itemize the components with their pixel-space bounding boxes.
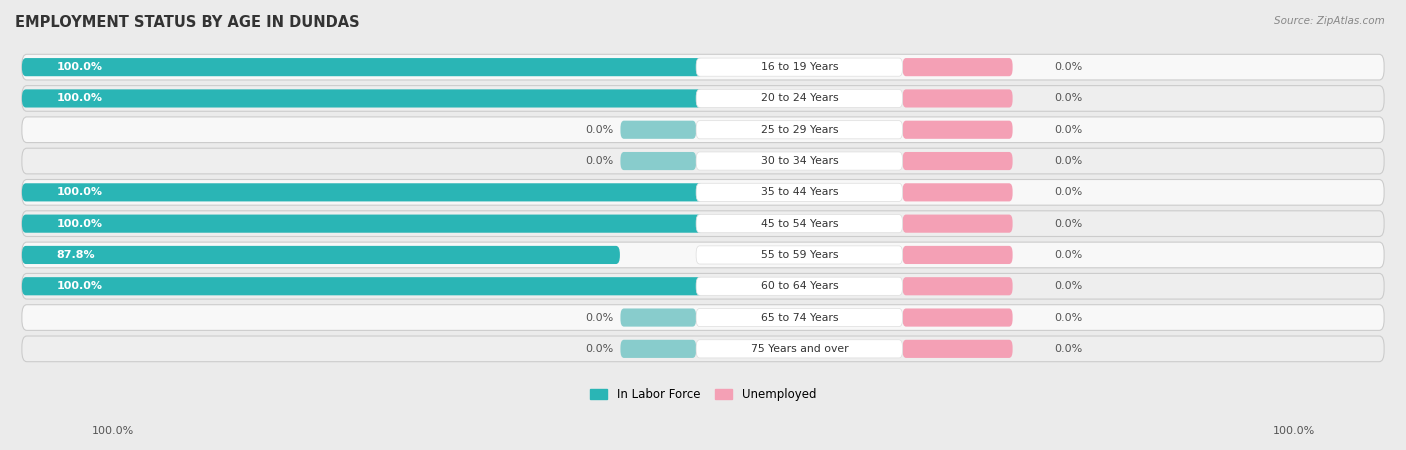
FancyBboxPatch shape [696,308,903,327]
FancyBboxPatch shape [903,183,1012,202]
FancyBboxPatch shape [22,86,1384,111]
FancyBboxPatch shape [903,121,1012,139]
FancyBboxPatch shape [696,183,903,202]
FancyBboxPatch shape [903,308,1012,327]
FancyBboxPatch shape [696,90,903,108]
Text: 100.0%: 100.0% [91,427,134,436]
FancyBboxPatch shape [620,121,696,139]
Text: 60 to 64 Years: 60 to 64 Years [761,281,838,291]
Text: 0.0%: 0.0% [585,344,613,354]
FancyBboxPatch shape [903,340,1012,358]
FancyBboxPatch shape [696,340,903,358]
Text: 25 to 29 Years: 25 to 29 Years [761,125,838,135]
Text: 0.0%: 0.0% [1054,125,1083,135]
Text: 65 to 74 Years: 65 to 74 Years [761,313,838,323]
Text: 100.0%: 100.0% [56,187,103,198]
FancyBboxPatch shape [903,215,1012,233]
FancyBboxPatch shape [696,277,903,295]
Text: 75 Years and over: 75 Years and over [751,344,848,354]
FancyBboxPatch shape [696,58,903,76]
Text: 45 to 54 Years: 45 to 54 Years [761,219,838,229]
Text: 0.0%: 0.0% [585,156,613,166]
Text: 0.0%: 0.0% [1054,250,1083,260]
Text: 35 to 44 Years: 35 to 44 Years [761,187,838,198]
FancyBboxPatch shape [22,246,620,264]
FancyBboxPatch shape [903,277,1012,295]
FancyBboxPatch shape [903,246,1012,264]
FancyBboxPatch shape [620,308,696,327]
Text: 0.0%: 0.0% [585,125,613,135]
FancyBboxPatch shape [22,242,1384,268]
Text: 0.0%: 0.0% [1054,187,1083,198]
FancyBboxPatch shape [22,90,703,108]
Text: 30 to 34 Years: 30 to 34 Years [761,156,838,166]
Text: EMPLOYMENT STATUS BY AGE IN DUNDAS: EMPLOYMENT STATUS BY AGE IN DUNDAS [15,15,360,30]
FancyBboxPatch shape [22,183,703,202]
Text: 0.0%: 0.0% [1054,62,1083,72]
FancyBboxPatch shape [22,54,1384,80]
Text: 0.0%: 0.0% [1054,219,1083,229]
FancyBboxPatch shape [22,277,703,295]
Text: 55 to 59 Years: 55 to 59 Years [761,250,838,260]
FancyBboxPatch shape [620,340,696,358]
Text: 100.0%: 100.0% [56,94,103,104]
FancyBboxPatch shape [22,117,1384,143]
FancyBboxPatch shape [696,215,903,233]
Text: 100.0%: 100.0% [1272,427,1315,436]
FancyBboxPatch shape [22,215,703,233]
FancyBboxPatch shape [22,305,1384,330]
Legend: In Labor Force, Unemployed: In Labor Force, Unemployed [585,383,821,406]
FancyBboxPatch shape [903,152,1012,170]
FancyBboxPatch shape [696,152,903,170]
FancyBboxPatch shape [696,246,903,264]
FancyBboxPatch shape [22,148,1384,174]
Text: 100.0%: 100.0% [56,281,103,291]
Text: 0.0%: 0.0% [1054,156,1083,166]
FancyBboxPatch shape [22,336,1384,362]
Text: 20 to 24 Years: 20 to 24 Years [761,94,838,104]
FancyBboxPatch shape [903,58,1012,76]
FancyBboxPatch shape [22,274,1384,299]
Text: 0.0%: 0.0% [1054,344,1083,354]
FancyBboxPatch shape [22,58,703,76]
FancyBboxPatch shape [22,180,1384,205]
Text: Source: ZipAtlas.com: Source: ZipAtlas.com [1274,16,1385,26]
Text: 0.0%: 0.0% [1054,313,1083,323]
Text: 0.0%: 0.0% [1054,94,1083,104]
FancyBboxPatch shape [903,90,1012,108]
FancyBboxPatch shape [620,152,696,170]
Text: 87.8%: 87.8% [56,250,96,260]
Text: 0.0%: 0.0% [1054,281,1083,291]
Text: 0.0%: 0.0% [585,313,613,323]
FancyBboxPatch shape [22,211,1384,237]
Text: 100.0%: 100.0% [56,62,103,72]
FancyBboxPatch shape [696,121,903,139]
Text: 16 to 19 Years: 16 to 19 Years [761,62,838,72]
Text: 100.0%: 100.0% [56,219,103,229]
